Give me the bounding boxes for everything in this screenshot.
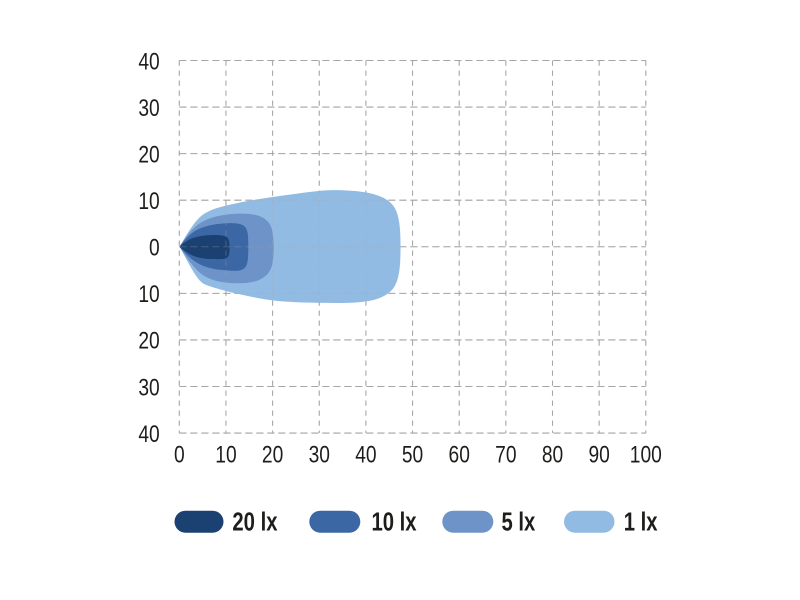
svg-text:40: 40: [138, 420, 159, 448]
svg-text:40: 40: [138, 47, 159, 75]
svg-text:60: 60: [449, 440, 470, 468]
svg-text:40: 40: [355, 440, 376, 468]
svg-text:100: 100: [630, 440, 662, 468]
svg-text:20: 20: [138, 327, 159, 355]
svg-text:20 lx: 20 lx: [232, 507, 277, 536]
svg-text:50: 50: [402, 440, 423, 468]
svg-text:90: 90: [588, 440, 609, 468]
svg-text:30: 30: [138, 94, 159, 122]
svg-text:20: 20: [138, 140, 159, 168]
svg-text:10 lx: 10 lx: [372, 507, 417, 536]
svg-text:80: 80: [542, 440, 563, 468]
svg-text:10: 10: [138, 280, 159, 308]
svg-text:10: 10: [215, 440, 236, 468]
svg-text:5 lx: 5 lx: [502, 507, 536, 536]
svg-text:20: 20: [262, 440, 283, 468]
svg-text:30: 30: [138, 373, 159, 401]
svg-text:0: 0: [174, 440, 185, 468]
svg-text:10: 10: [138, 187, 159, 215]
svg-text:30: 30: [309, 440, 330, 468]
svg-text:1 lx: 1 lx: [624, 507, 658, 536]
svg-text:0: 0: [149, 233, 160, 261]
svg-text:70: 70: [495, 440, 516, 468]
